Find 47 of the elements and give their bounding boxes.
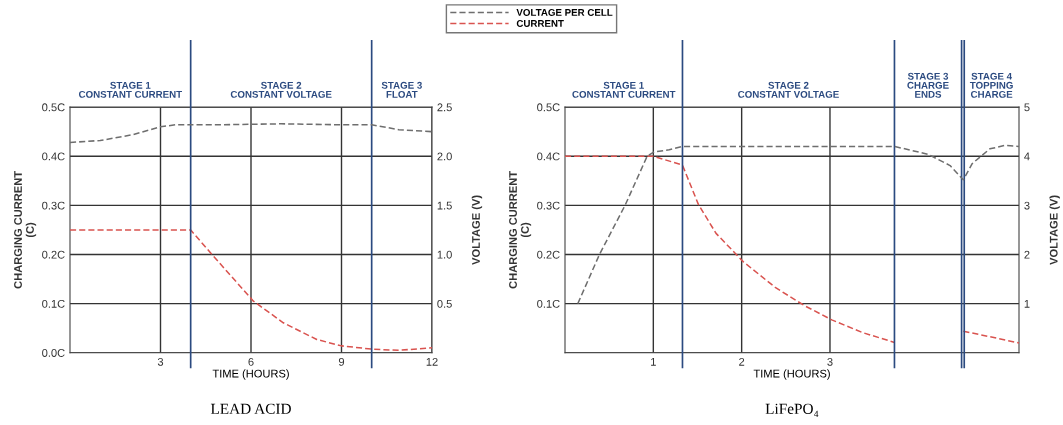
- y2-tick-label: 0.5: [437, 299, 452, 308]
- y-tick-label: 0.3C: [42, 201, 65, 210]
- y2-tick-label: 1.5: [437, 201, 452, 210]
- y-tick-label: 0.0C: [42, 349, 65, 357]
- text: STAGE 2 CONSTANT VOLTAGE: [738, 81, 839, 98]
- text: STAGE 1 CONSTANT CURRENT: [78, 81, 182, 98]
- text: STAGE 1 CONSTANT CURRENT: [572, 81, 676, 98]
- y-tick-label: 0.3C: [537, 201, 560, 210]
- x-axis-title: TIME (HOURS): [212, 369, 289, 380]
- x-axis-title: TIME (HOURS): [753, 369, 830, 380]
- y2-tick-label: 1.0: [437, 250, 452, 259]
- y2-tick-label: 4: [1024, 152, 1030, 161]
- y2-axis-title: VOLTAGE (V): [1049, 195, 1060, 265]
- x-tick-label: 6: [248, 357, 254, 366]
- text: STAGE 3 FLOAT: [381, 81, 422, 98]
- y2-axis-title: VOLTAGE (V): [471, 195, 483, 265]
- y-tick-label: 0.5C: [42, 103, 65, 112]
- y2-tick-label: 5: [1024, 103, 1030, 112]
- y2-tick-label: 1: [1024, 300, 1030, 308]
- x-tick-label: 1: [651, 358, 656, 366]
- y-tick-label: 0.2C: [42, 250, 65, 259]
- text: LiFePO₄: [765, 403, 819, 417]
- y-tick-label: 0.4C: [42, 152, 65, 161]
- x-tick-label: 9: [338, 357, 345, 366]
- x-tick-label: 3: [827, 357, 833, 366]
- y-tick-label: 0.1C: [537, 299, 560, 308]
- line-series: [70, 123, 432, 144]
- text: LEAD ACID: [210, 403, 291, 414]
- text: STAGE 2 CONSTANT VOLTAGE: [230, 81, 332, 98]
- text: STAGE 3 CHARGE ENDS: [907, 72, 949, 98]
- x-tick-label: 3: [157, 357, 164, 366]
- y-tick-label: 0.2C: [537, 250, 560, 259]
- y-axis-title: CHARGING CURRENT (C): [509, 171, 532, 289]
- y2-tick-label: 2.5: [437, 103, 452, 112]
- y2-tick-label: 3: [1024, 201, 1030, 210]
- text: STAGE 4 TOPPING CHARGE: [969, 72, 1013, 98]
- y-axis-title: CHARGING CURRENT (C): [14, 171, 37, 289]
- y-tick-label: 0.1C: [42, 299, 65, 308]
- line-series: [577, 144, 1019, 305]
- y-tick-label: 0.4C: [537, 152, 560, 161]
- x-tick-label: 12: [426, 357, 438, 366]
- text: CURRENT: [516, 20, 564, 27]
- y2-tick-label: 2.0: [437, 152, 452, 161]
- y2-tick-label: 2: [1024, 250, 1030, 259]
- x-tick-label: 2: [739, 357, 745, 366]
- y-tick-label: 0.5C: [537, 103, 560, 112]
- text: VOLTAGE PER CELL: [516, 9, 613, 16]
